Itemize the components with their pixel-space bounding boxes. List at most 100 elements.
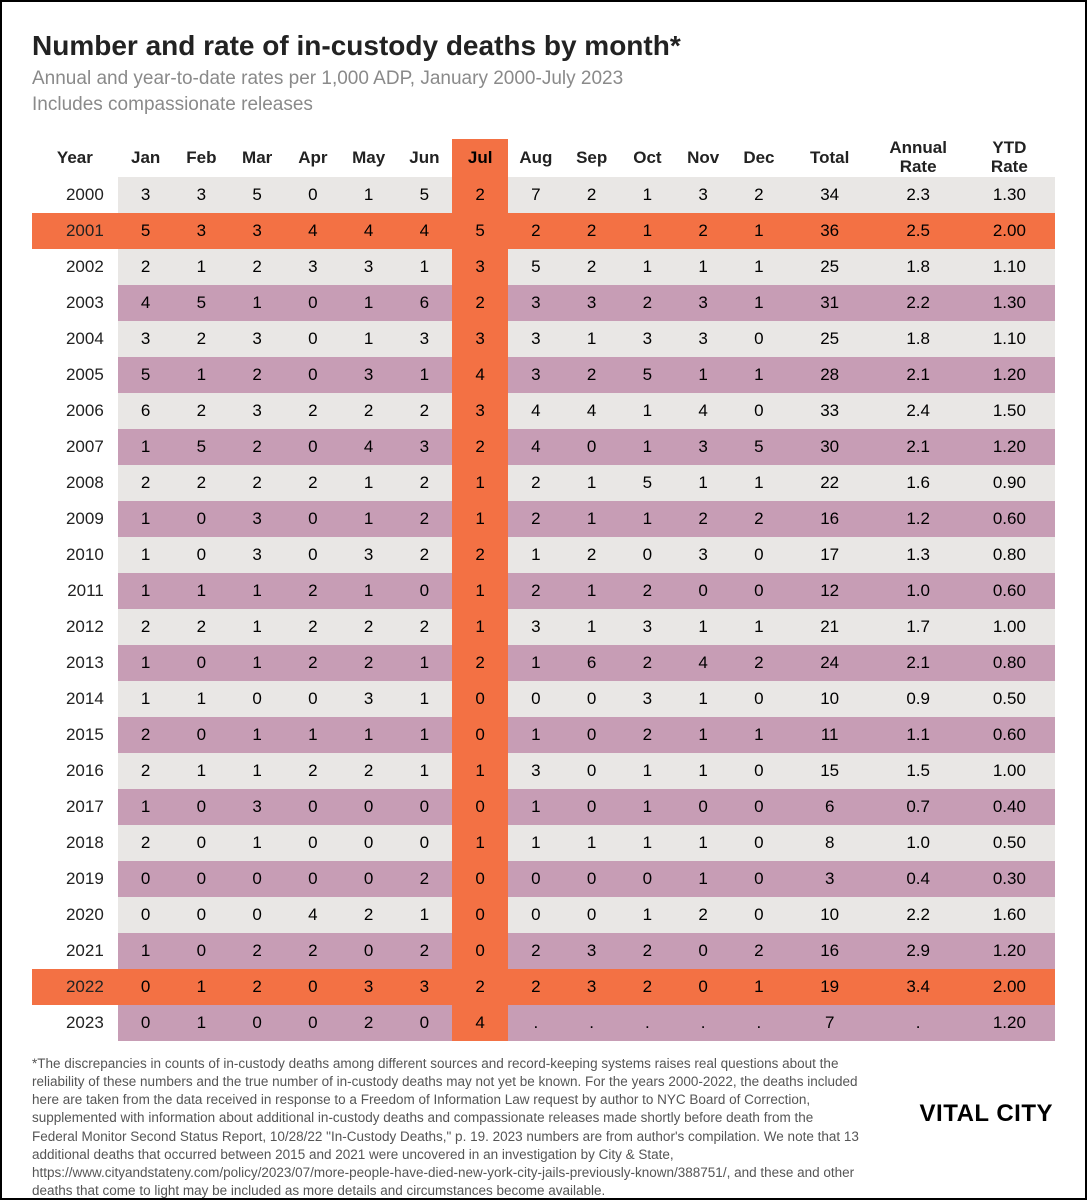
data-cell: 3 — [341, 357, 397, 393]
data-cell: 2 — [397, 609, 453, 645]
data-cell: 2.00 — [964, 213, 1055, 249]
data-cell: 1 — [452, 609, 508, 645]
column-header: Sep — [564, 139, 620, 176]
year-cell: 2008 — [32, 465, 118, 501]
data-cell: 1.60 — [964, 897, 1055, 933]
data-cell: 0 — [174, 789, 230, 825]
data-cell: 1 — [620, 897, 676, 933]
data-cell: 25 — [787, 321, 873, 357]
table-row: 2007152043240135302.11.20 — [32, 429, 1055, 465]
data-cell: 1 — [620, 177, 676, 213]
year-cell: 2010 — [32, 537, 118, 573]
data-cell: 7 — [787, 1005, 873, 1041]
data-cell: 0 — [731, 537, 787, 573]
data-cell: 0 — [118, 969, 174, 1005]
data-cell: 3 — [675, 321, 731, 357]
data-cell: 0 — [341, 861, 397, 897]
column-header: Nov — [675, 139, 731, 176]
year-cell: 2006 — [32, 393, 118, 429]
data-cell: 2 — [285, 645, 341, 681]
data-cell: 0 — [118, 897, 174, 933]
data-cell: 3 — [675, 177, 731, 213]
data-cell: 7 — [508, 177, 564, 213]
data-cell: 19 — [787, 969, 873, 1005]
data-cell: 1 — [620, 825, 676, 861]
data-cell: 1 — [731, 969, 787, 1005]
data-cell: 3 — [174, 177, 230, 213]
data-cell: 1 — [452, 501, 508, 537]
data-cell: 2 — [118, 753, 174, 789]
data-cell: 1 — [229, 609, 285, 645]
table-row: 2013101221216242242.10.80 — [32, 645, 1055, 681]
data-cell: 1 — [229, 717, 285, 753]
data-cell: 1 — [675, 249, 731, 285]
table-row: 201820100011111081.00.50 — [32, 825, 1055, 861]
data-cell: 6 — [397, 285, 453, 321]
data-cell: 0 — [731, 573, 787, 609]
data-cell: 0 — [341, 825, 397, 861]
data-cell: 1.50 — [964, 393, 1055, 429]
data-cell: 3 — [229, 789, 285, 825]
year-cell: 2015 — [32, 717, 118, 753]
data-cell: 4 — [508, 429, 564, 465]
data-cell: 2 — [341, 609, 397, 645]
data-cell: . — [508, 1005, 564, 1041]
data-cell: 1 — [118, 933, 174, 969]
data-cell: 0.7 — [873, 789, 964, 825]
chart-container: Number and rate of in-custody deaths by … — [0, 0, 1087, 1200]
data-cell: 36 — [787, 213, 873, 249]
data-cell: 1 — [620, 249, 676, 285]
data-cell: 2 — [452, 969, 508, 1005]
data-cell: 1 — [341, 501, 397, 537]
data-cell: 0 — [118, 1005, 174, 1041]
data-cell: 1 — [341, 717, 397, 753]
data-cell: 2 — [118, 825, 174, 861]
year-cell: 2007 — [32, 429, 118, 465]
data-cell: 1.8 — [873, 321, 964, 357]
data-cell: 2.00 — [964, 969, 1055, 1005]
data-cell: 2 — [731, 645, 787, 681]
data-cell: 2 — [731, 501, 787, 537]
data-cell: 1 — [118, 681, 174, 717]
year-cell: 2011 — [32, 573, 118, 609]
data-cell: 30 — [787, 429, 873, 465]
data-cell: 0.50 — [964, 681, 1055, 717]
data-cell: 1 — [118, 573, 174, 609]
data-cell: 2 — [285, 465, 341, 501]
data-cell: 0 — [285, 537, 341, 573]
data-cell: 3 — [452, 249, 508, 285]
data-cell: 3 — [118, 177, 174, 213]
column-header: Oct — [620, 139, 676, 176]
data-cell: 2 — [452, 285, 508, 321]
data-cell: 1 — [508, 645, 564, 681]
data-cell: 2 — [675, 501, 731, 537]
table-row: 20230100204.....7.1.20 — [32, 1005, 1055, 1041]
column-header: Total — [787, 139, 873, 176]
data-cell: 0 — [174, 717, 230, 753]
year-cell: 2000 — [32, 177, 118, 213]
data-cell: 3 — [341, 249, 397, 285]
data-cell: 3 — [229, 393, 285, 429]
data-cell: 1 — [452, 753, 508, 789]
data-cell: 0 — [452, 789, 508, 825]
year-cell: 2023 — [32, 1005, 118, 1041]
data-cell: 0 — [285, 177, 341, 213]
year-cell: 2014 — [32, 681, 118, 717]
data-cell: 0 — [675, 789, 731, 825]
data-cell: 1 — [675, 861, 731, 897]
data-cell: 2 — [620, 933, 676, 969]
data-cell: 4 — [285, 213, 341, 249]
data-cell: 0 — [285, 285, 341, 321]
data-cell: 5 — [620, 357, 676, 393]
data-cell: 4 — [564, 393, 620, 429]
data-cell: 3 — [508, 285, 564, 321]
data-cell: 1 — [174, 573, 230, 609]
data-cell: 0 — [174, 825, 230, 861]
data-cell: 2 — [118, 609, 174, 645]
data-cell: 2 — [564, 177, 620, 213]
data-cell: 2.2 — [873, 897, 964, 933]
data-cell: 2 — [620, 969, 676, 1005]
data-cell: 0 — [285, 825, 341, 861]
data-cell: 6 — [787, 789, 873, 825]
table-row: 2001533444522121362.52.00 — [32, 213, 1055, 249]
